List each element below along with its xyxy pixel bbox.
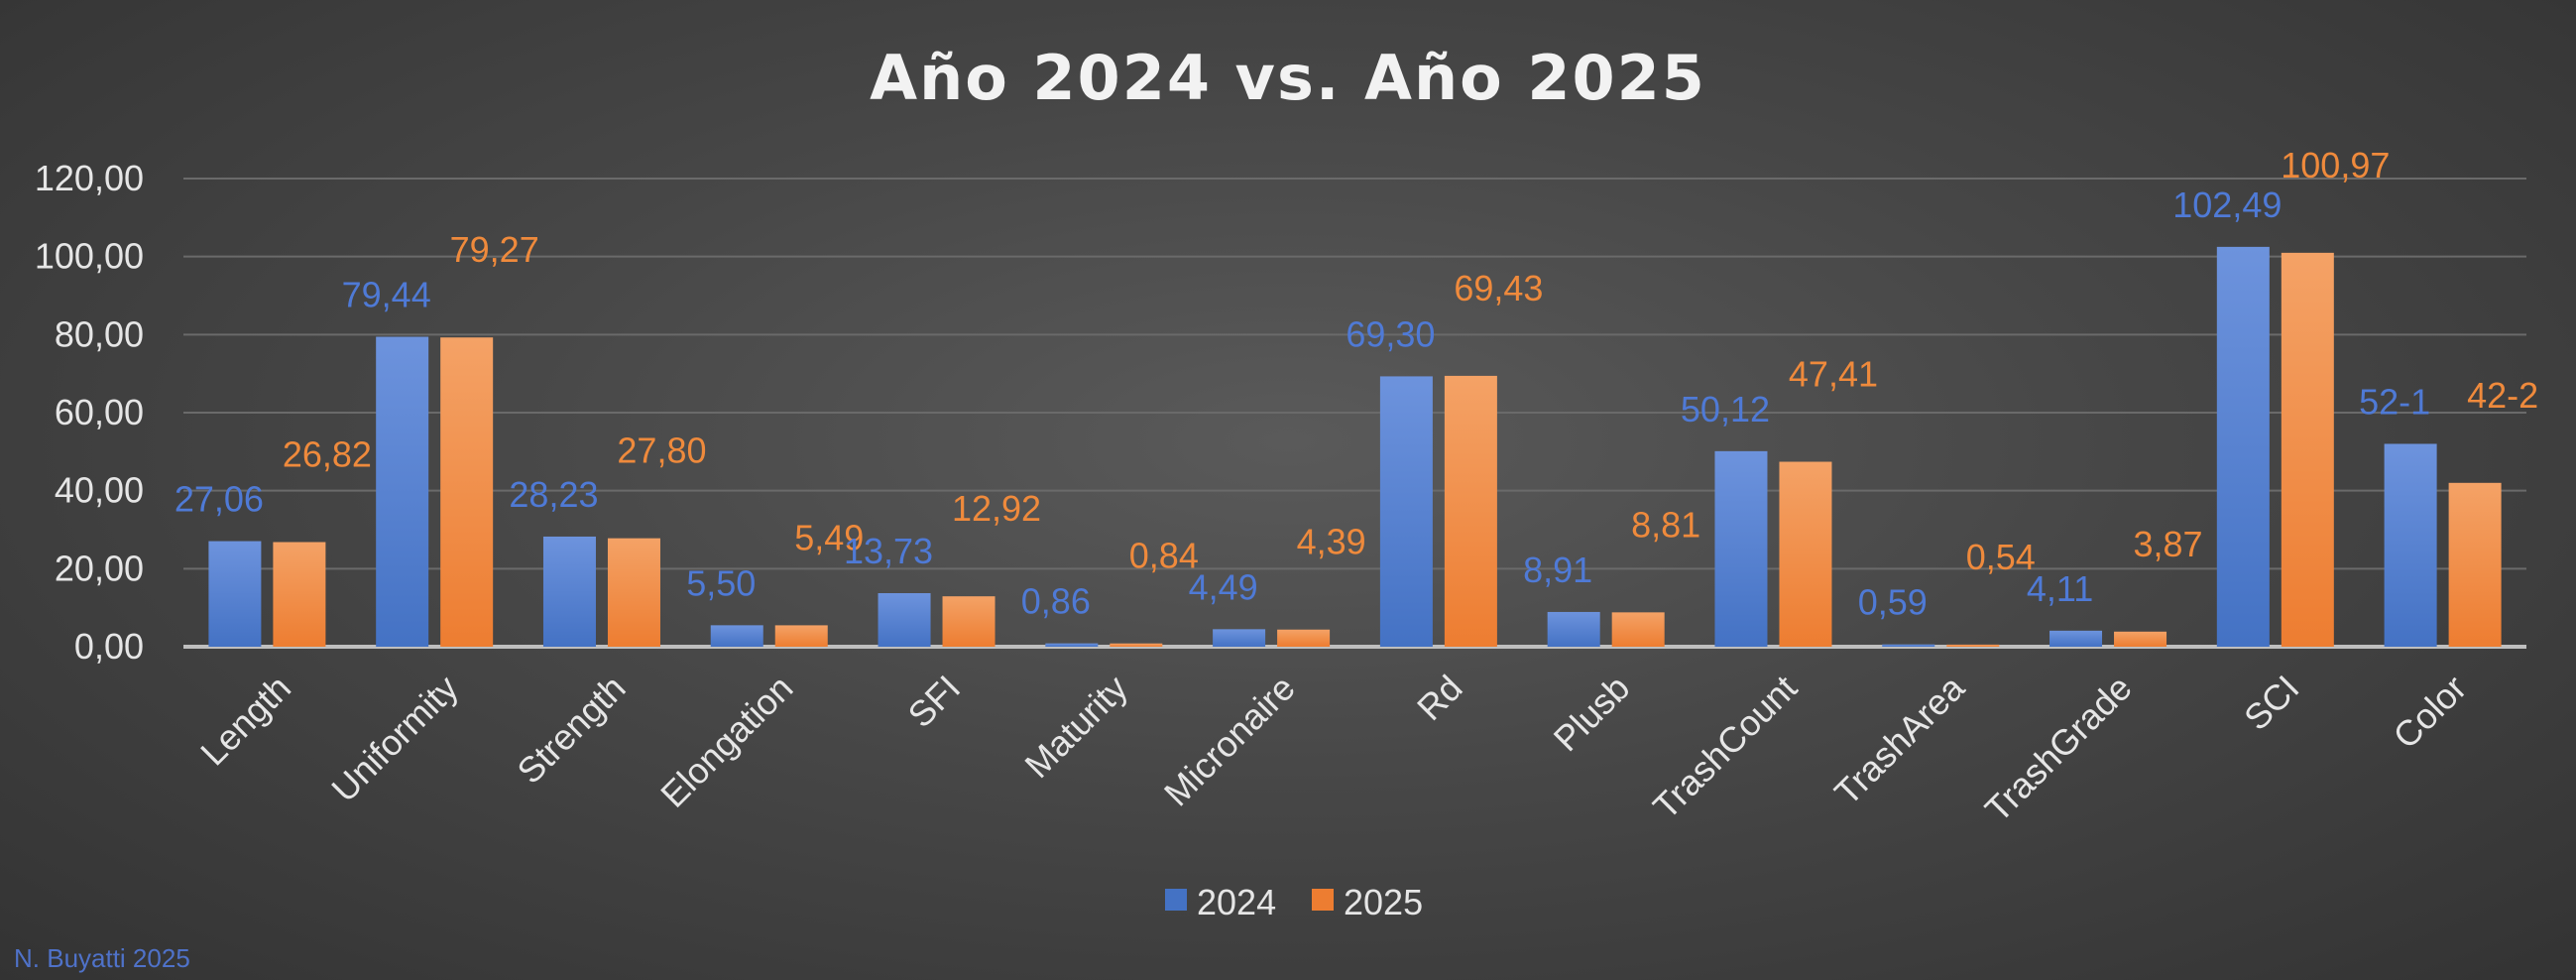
data-label-2024: 52-1 — [2359, 381, 2430, 422]
bar-2024-micronaire — [1213, 629, 1266, 647]
bar-2024-sci — [2216, 246, 2270, 647]
x-tick-label: TrashCount — [1645, 668, 1805, 827]
data-label-2024: 102,49 — [2172, 184, 2282, 225]
bar-2025-maturity — [1110, 643, 1163, 647]
data-label-2024: 0,86 — [1021, 581, 1091, 622]
bar-2024-trashcount — [1714, 450, 1768, 647]
bar-2025-micronaire — [1277, 629, 1331, 647]
data-label-2024: 0,59 — [1858, 582, 1928, 623]
x-tick-label: Maturity — [1016, 668, 1135, 787]
x-tick-label: Plusb — [1546, 668, 1638, 760]
bars-group — [208, 246, 2502, 648]
x-tick-label: Uniformity — [323, 668, 466, 810]
bar-2024-maturity — [1045, 643, 1099, 647]
bar-2024-color — [2384, 443, 2437, 647]
data-label-2025: 69,43 — [1454, 268, 1543, 308]
data-label-2025: 12,92 — [952, 488, 1041, 529]
data-label-2025: 5,49 — [794, 517, 864, 557]
y-tick-label: 60,00 — [55, 392, 144, 432]
bar-2025-trashgrade — [2114, 631, 2167, 647]
legend: 2024 2025 — [1165, 882, 1423, 922]
legend-label-2025: 2025 — [1344, 882, 1423, 922]
y-tick-label: 40,00 — [55, 470, 144, 511]
bar-2025-trasharea — [1946, 644, 2000, 647]
legend-swatch-2024 — [1165, 889, 1187, 911]
data-label-2025: 42-2 — [2467, 375, 2538, 416]
bar-2024-strength — [542, 536, 596, 647]
data-label-2024: 28,23 — [509, 474, 598, 515]
data-label-2024: 27,06 — [175, 479, 264, 520]
bar-2025-trashcount — [1779, 461, 1832, 647]
data-label-2025: 0,54 — [1966, 537, 2036, 577]
data-labels: 27,06 26,82 79,44 79,27 28,23 27,80 5,50 5,4913… — [175, 145, 2538, 623]
legend-swatch-2025 — [1312, 889, 1334, 911]
bar-2025-color — [2448, 482, 2502, 647]
bar-2025-elongation — [774, 625, 828, 647]
data-label-2025: 47,41 — [1789, 354, 1878, 395]
bar-2024-length — [208, 541, 262, 647]
data-label-2024: 69,30 — [1346, 313, 1435, 354]
data-label-2025: 100,97 — [2281, 145, 2390, 185]
data-label-2024: 79,44 — [342, 275, 431, 315]
bar-2025-uniformity — [440, 337, 494, 647]
y-tick-label: 80,00 — [55, 313, 144, 354]
data-label-2024: 5,50 — [686, 562, 756, 603]
legend-label-2024: 2024 — [1197, 882, 1276, 922]
bar-2024-uniformity — [376, 336, 429, 647]
data-label-2025: 0,84 — [1129, 536, 1199, 576]
y-tick-label: 120,00 — [35, 158, 144, 198]
bar-2024-trashgrade — [2049, 630, 2103, 647]
bar-2024-rd — [1379, 376, 1433, 647]
chart-title: Año 2024 vs. Año 2025 — [870, 42, 1706, 114]
bar-2025-strength — [607, 538, 660, 647]
bar-2025-plusb — [1611, 612, 1665, 647]
x-tick-label: TrashArea — [1826, 667, 1973, 813]
y-tick-label: 20,00 — [55, 548, 144, 588]
x-tick-label: Micronaire — [1156, 668, 1303, 814]
data-label-2024: 8,91 — [1523, 550, 1592, 590]
x-tick-label: Length — [192, 668, 298, 774]
y-tick-label: 0,00 — [74, 626, 144, 667]
data-label-2024: 50,12 — [1681, 389, 1770, 429]
data-label-2025: 8,81 — [1631, 504, 1700, 545]
data-label-2025: 4,39 — [1297, 522, 1366, 562]
data-label-2025: 3,87 — [2133, 524, 2202, 564]
data-label-2025: 27,80 — [617, 430, 706, 471]
author-watermark: N. Buyatti 2025 — [14, 943, 190, 973]
bar-2024-sfi — [878, 592, 931, 647]
x-tick-label: Elongation — [652, 668, 800, 815]
x-tick-label: Rd — [1409, 668, 1470, 729]
data-label-2024: 4,11 — [2027, 568, 2093, 609]
bar-2024-elongation — [710, 625, 763, 647]
bar-2025-sfi — [942, 596, 995, 647]
data-label-2024: 13,73 — [844, 531, 933, 571]
data-label-2025: 79,27 — [450, 229, 539, 270]
bar-2024-plusb — [1547, 611, 1600, 647]
data-label-2024: 4,49 — [1189, 566, 1258, 607]
bar-2025-rd — [1444, 375, 1497, 647]
y-tick-label: 100,00 — [35, 236, 144, 277]
x-tick-label: Strength — [509, 668, 633, 792]
x-tick-label: SFI — [900, 668, 969, 736]
bar-2025-length — [273, 542, 326, 647]
x-tick-label: Color — [2385, 668, 2474, 757]
x-tick-label: TrashGrade — [1977, 668, 2140, 830]
x-axis: Length Uniformity Strength Elongation SFI Mat… — [192, 667, 2474, 830]
bar-2024-trasharea — [1882, 644, 1935, 647]
y-axis: 0,00 20,00 40,00 60,00 80,00 100,00 120,00 — [35, 158, 144, 667]
data-label-2025: 26,82 — [283, 434, 372, 475]
x-tick-label: SCI — [2236, 668, 2306, 738]
bar-2025-sci — [2281, 252, 2334, 648]
